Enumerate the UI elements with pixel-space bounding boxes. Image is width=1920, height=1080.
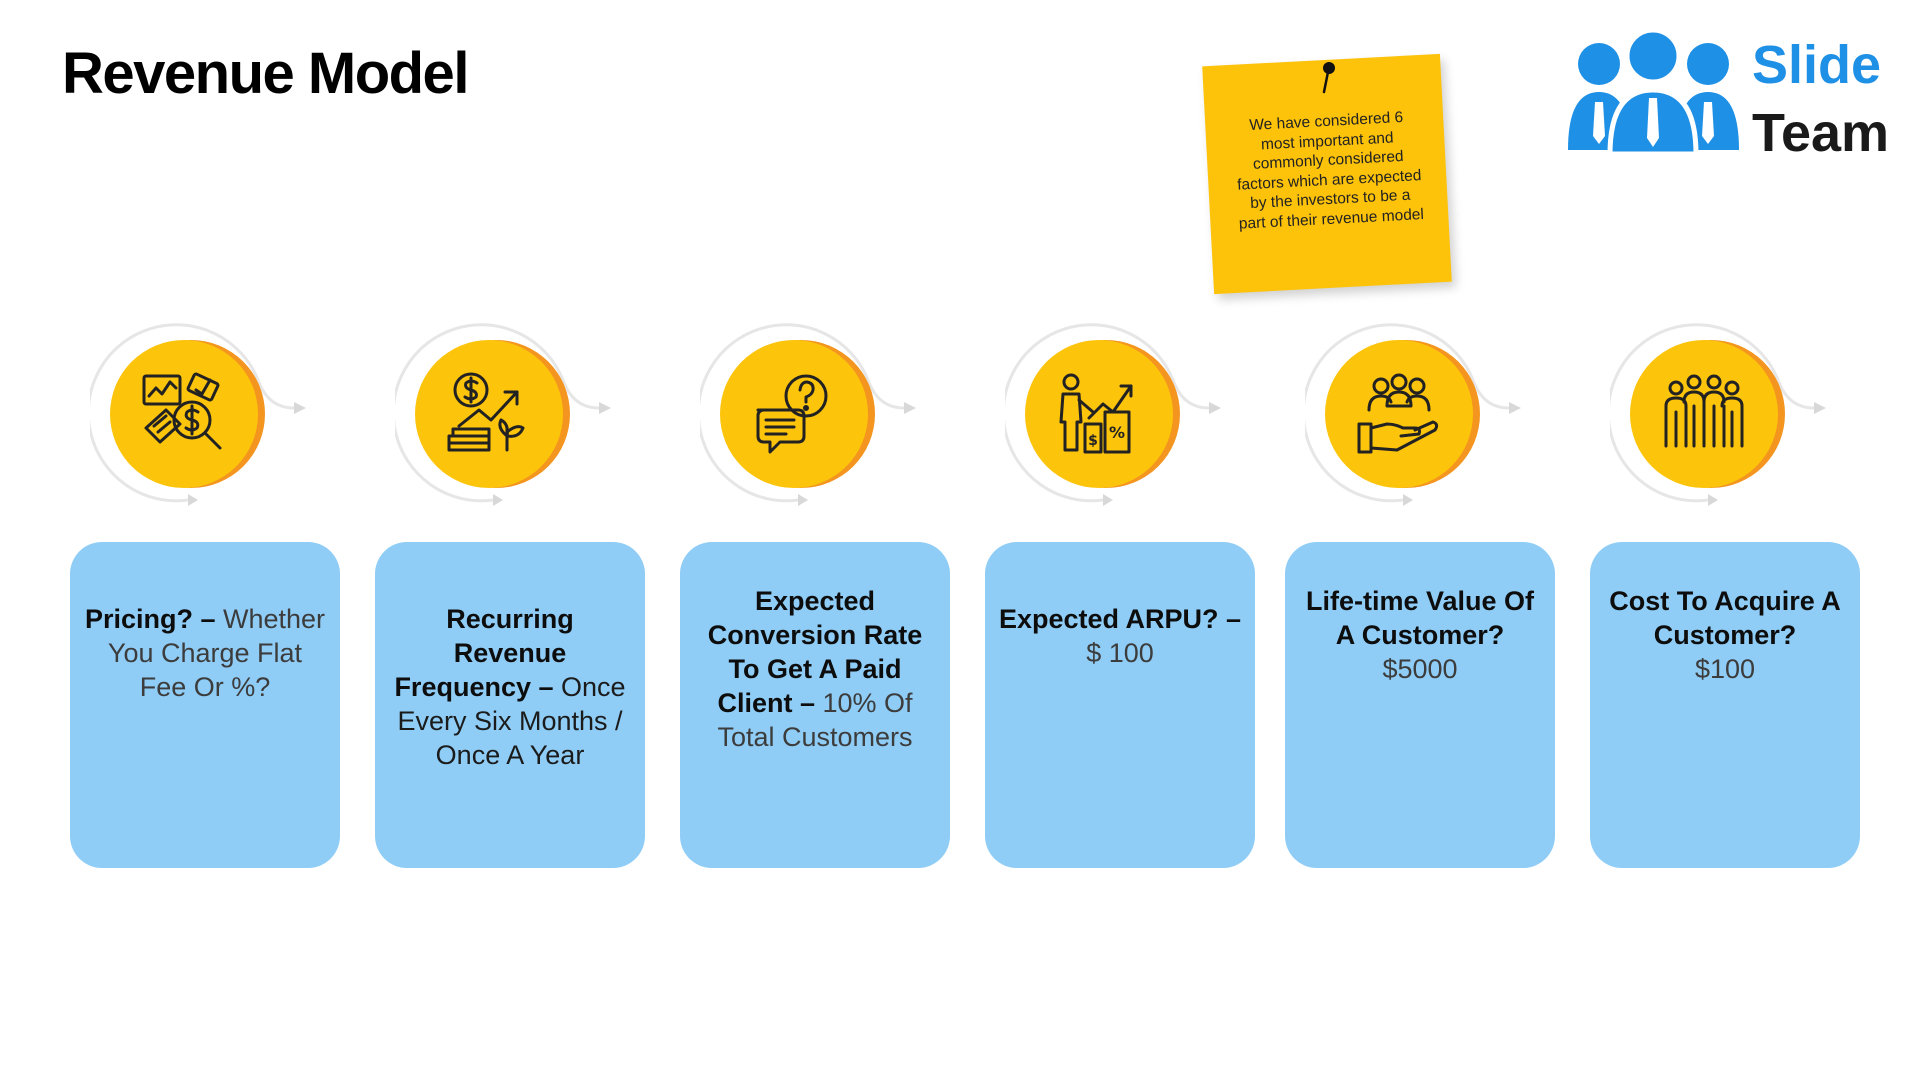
step-detail: Whether You Charge Flat Fee Or %? (107, 604, 326, 702)
step-card: Recurring Revenue Frequency – Once Every… (375, 542, 645, 868)
step-icon-circle (720, 340, 868, 488)
step-detail: $5000 (1382, 654, 1458, 684)
revenue-growth-icon (447, 372, 525, 452)
presentation-chart-icon: $ % (1059, 373, 1133, 454)
step-card-text: Recurring Revenue Frequency – Once Every… (387, 602, 633, 772)
step-heading: Cost To Acquire A Customer? (1609, 586, 1841, 650)
step-card-text: Expected ARPU? – $ 100 (997, 602, 1243, 670)
step-heading: Recurring Revenue Frequency – (394, 604, 574, 702)
slideteam-logo: Slide Team (1566, 26, 1906, 166)
step-card: Life-time Value Of A Customer? $5000 (1285, 542, 1555, 868)
step-detail: $ 100 (1086, 638, 1154, 668)
step-card-text: Cost To Acquire A Customer? $100 (1602, 584, 1848, 686)
step-heading: Life-time Value Of A Customer? (1305, 586, 1535, 650)
flow-arrow-ring (1005, 323, 1221, 506)
flow-arrow-ring (700, 323, 916, 506)
step-heading: Expected Conversion Rate To Get A Paid C… (707, 586, 923, 718)
slide-title: Revenue Model (62, 41, 469, 106)
chat-question-icon (756, 374, 828, 454)
step-detail: $100 (1694, 654, 1756, 684)
logo-text-team: Team (1752, 103, 1890, 163)
step-icon-circle: $ % (1025, 340, 1173, 488)
step-heading: Expected ARPU? – (998, 604, 1242, 634)
logo-text-slide: Slide (1752, 35, 1882, 95)
flow-arrow-ring (395, 323, 611, 506)
team-people-icon (1568, 27, 1739, 156)
step-detail: 10% Of Total Customers (717, 688, 913, 752)
step-icon-circle (1630, 340, 1778, 488)
step-card: Expected ARPU? – $ 100 (985, 542, 1255, 868)
step-card: Expected Conversion Rate To Get A Paid C… (680, 542, 950, 868)
step-icon-circle (110, 340, 258, 488)
step-card: Pricing? – Whether You Charge Flat Fee O… (70, 542, 340, 868)
customer-hand-icon (1357, 373, 1439, 454)
step-icon-circle (1325, 340, 1473, 488)
flow-arrow-ring (90, 323, 306, 506)
step-card: Cost To Acquire A Customer? $100 (1590, 542, 1860, 868)
money-analysis-icon (142, 372, 222, 450)
step-card-text: Life-time Value Of A Customer? $5000 (1297, 584, 1543, 686)
sticky-note-text: We have considered 6 most important and … (1236, 108, 1425, 233)
svg-text:%: % (1109, 423, 1125, 442)
step-card-text: Expected Conversion Rate To Get A Paid C… (692, 584, 938, 754)
flow-arrow-ring (1610, 323, 1826, 506)
step-detail: Once Every Six Months / Once A Year (397, 672, 626, 770)
svg-text:$: $ (1088, 433, 1098, 449)
pushpin-icon (1322, 62, 1335, 94)
step-card-text: Pricing? – Whether You Charge Flat Fee O… (82, 602, 328, 704)
step-heading: Pricing? – (84, 604, 216, 634)
team-group-icon (1664, 374, 1744, 448)
step-icon-circle (415, 340, 563, 488)
flow-arrow-ring (1305, 323, 1521, 506)
